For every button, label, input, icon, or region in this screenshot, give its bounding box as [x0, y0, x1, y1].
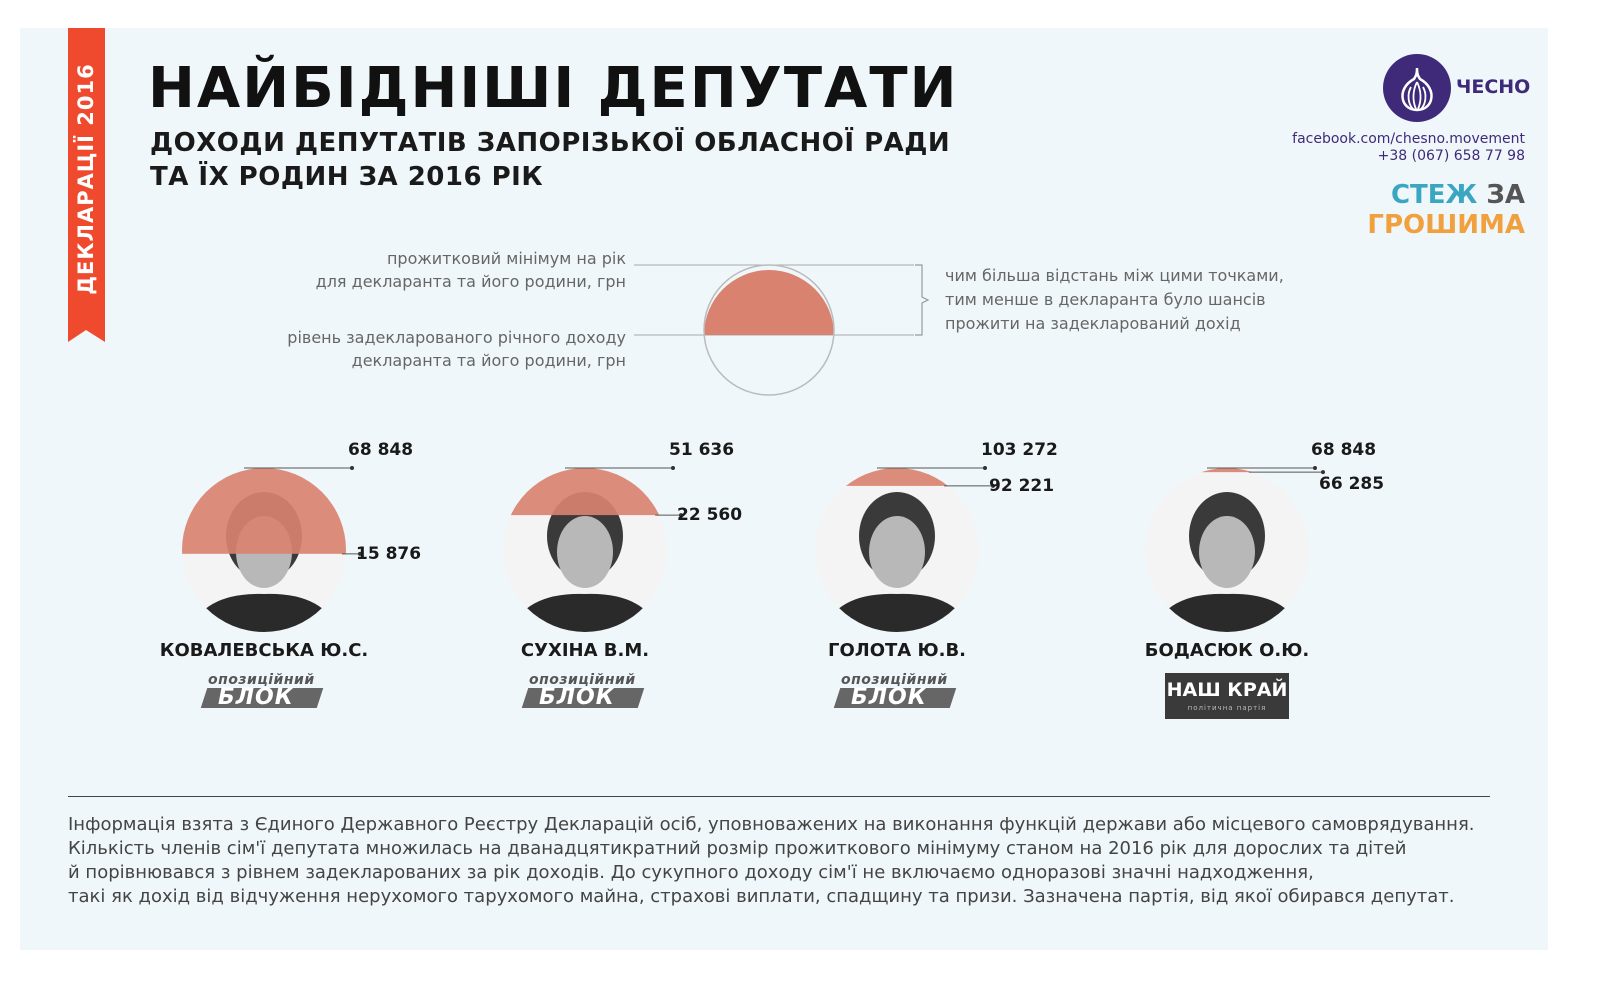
- legend-income-line-1: рівень задекларованого річного доходу: [287, 328, 626, 347]
- ribbon-notch: [68, 330, 105, 342]
- income-value-label: 15 876: [356, 543, 422, 564]
- income-marker: [991, 483, 995, 488]
- party-name-top: опозиційний: [208, 672, 315, 688]
- income-gap-fill: [1145, 468, 1309, 473]
- party-name-bottom: БЛОК: [539, 685, 615, 710]
- party-logo-opposition-block: опозиційний БЛОК: [521, 672, 645, 710]
- facebook-link[interactable]: facebook.com/chesno.movement: [1292, 131, 1525, 147]
- portrait-body: [189, 593, 339, 632]
- subtitle-line-1: ДОХОДИ ДЕПУТАТІВ ЗАПОРІЗЬКОЇ ОБЛАСНОЇ РА…: [150, 128, 951, 158]
- deputy-name: СУХІНА В.М.: [520, 640, 650, 661]
- stezh-logo: СТЕЖ ЗА: [1391, 180, 1525, 210]
- income-marker: [679, 513, 683, 518]
- minimum-marker: [350, 466, 354, 470]
- legend-gap-fill: [704, 270, 834, 335]
- legend-income-label: рівень задекларованого річного доходу де…: [287, 326, 626, 372]
- legend-explanation-line-3: прожити на задекларований дохід: [945, 314, 1241, 333]
- minimum-marker: [983, 466, 987, 470]
- chesno-logo: [1383, 54, 1451, 122]
- deputy-name: КОВАЛЕВСЬКА Ю.С.: [159, 640, 369, 661]
- income-marker: [1321, 470, 1325, 475]
- footer-line-4: такі як дохід від відчуження нерухомого …: [68, 886, 1455, 907]
- party-logo-opposition-block: опозиційний БЛОК: [833, 672, 957, 710]
- deputy-portrait-4: [1145, 466, 1325, 632]
- income-value-label: 66 285: [1319, 474, 1385, 494]
- portrait-face: [869, 516, 925, 588]
- legend-explanation: чим більша відстань між цими точками, ти…: [945, 264, 1284, 336]
- subtitle-line-2: ТА ЇХ РОДИН ЗА 2016 РІК: [150, 162, 544, 192]
- chesno-wordmark: ЧЕСНО: [1456, 76, 1531, 98]
- portrait-body: [1152, 593, 1302, 632]
- footer-line-3: й порівнювався з рівнем задекларованих з…: [68, 862, 1314, 883]
- party-name-bottom: БЛОК: [851, 685, 927, 710]
- party-tagline: політична партія: [1187, 704, 1267, 712]
- minimum-leader-line: [877, 466, 986, 469]
- party-name-top: опозиційний: [841, 672, 948, 688]
- groshyma-logo: ГРОШИМА: [1367, 210, 1525, 240]
- footer-line-2: Кількість членів сім'ї депутата множилас…: [68, 838, 1407, 859]
- portrait-face: [1199, 516, 1255, 588]
- party-name-top: опозиційний: [529, 672, 636, 688]
- deputy-name: ГОЛОТА Ю.В.: [827, 640, 967, 661]
- party-logo-nash-krai: НАШ КРАЙ політична партія: [1165, 673, 1289, 719]
- deputy-portrait-2: [503, 466, 683, 632]
- income-marker: [358, 551, 362, 556]
- minimum-value-label: 68 848: [1311, 440, 1377, 460]
- income-gap-fill: [815, 468, 979, 486]
- legend-bracket: [915, 264, 930, 336]
- legend-minimum-line-2: для декларанта та його родини, грн: [315, 272, 626, 291]
- portrait-face: [557, 516, 613, 588]
- declarations-ribbon: ДЕКЛАРАЦІЇ 2016: [68, 28, 105, 342]
- party-name-bottom: БЛОК: [218, 685, 294, 710]
- footer-divider: [68, 796, 1490, 797]
- party-name: НАШ КРАЙ: [1166, 679, 1288, 701]
- minimum-marker: [671, 466, 675, 470]
- income-gap-fill: [503, 468, 667, 516]
- stezh-word: СТЕЖ: [1390, 180, 1478, 210]
- legend-diagram: [634, 264, 930, 396]
- page-title: НАЙБІДНІШІ ДЕПУТАТИ: [148, 56, 959, 121]
- legend-circle: [703, 264, 835, 396]
- minimum-marker: [1313, 466, 1317, 470]
- party-logo-opposition-block: опозиційний БЛОК: [200, 672, 324, 710]
- deputy-portrait-3: [815, 466, 995, 632]
- minimum-value-label: 68 848: [348, 440, 414, 460]
- ribbon-label: ДЕКЛАРАЦІЇ 2016: [74, 63, 98, 295]
- legend-income-line-2: декларанта та його родини, грн: [351, 351, 626, 370]
- minimum-value-label: 103 272: [981, 440, 1058, 460]
- legend-explanation-line-1: чим більша відстань між цими точками,: [945, 266, 1284, 285]
- minimum-leader-line: [1207, 466, 1316, 469]
- deputy-portrait-1: [182, 466, 362, 632]
- minimum-value-label: 51 636: [669, 440, 735, 460]
- legend-minimum-label: прожитковий мінімум на рік для декларант…: [316, 247, 626, 293]
- income-value-label: 92 221: [989, 475, 1055, 496]
- legend-minimum-line-1: прожитковий мінімум на рік: [386, 249, 626, 268]
- portrait-body: [822, 593, 972, 632]
- portrait-body: [510, 593, 660, 632]
- za-word: ЗА: [1486, 180, 1525, 210]
- footer-line-1: Інформація взята з Єдиного Державного Ре…: [68, 814, 1475, 835]
- income-value-label: 22 560: [677, 505, 743, 526]
- income-gap-fill: [182, 468, 346, 554]
- garlic-icon: [1401, 67, 1433, 112]
- minimum-leader-line: [244, 466, 353, 469]
- minimum-leader-line: [565, 466, 674, 469]
- legend-explanation-line-2: тим менше в декларанта було шансів: [945, 290, 1266, 309]
- deputy-name: БОДАСЮК О.Ю.: [1144, 640, 1310, 661]
- phone-number: +38 (067) 658 77 98: [1377, 148, 1525, 164]
